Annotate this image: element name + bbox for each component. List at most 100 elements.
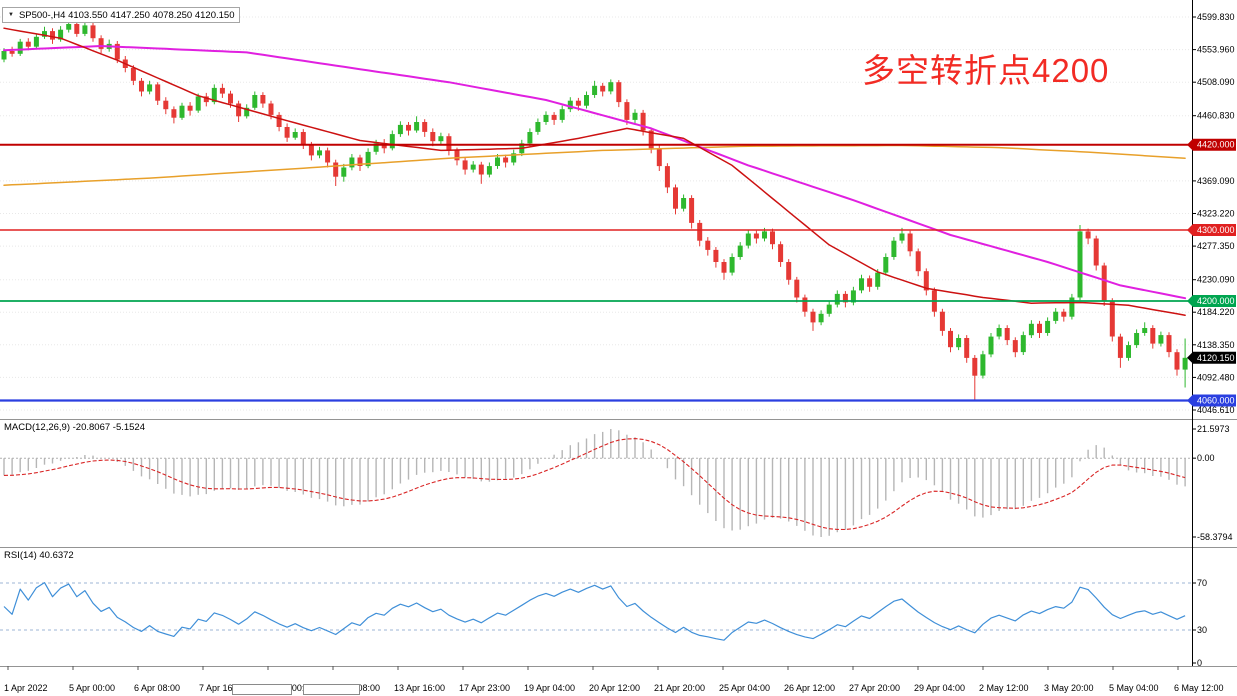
candle-body [430, 132, 436, 142]
candle-body [139, 80, 144, 92]
candle-body [147, 84, 153, 92]
candle-body [1158, 335, 1164, 344]
time-axis-label: 20 Apr 12:00 [589, 683, 640, 693]
price-tag[interactable]: 4120.150 [1187, 351, 1236, 364]
candle-body [1166, 335, 1172, 353]
ma-mid-red [3, 27, 1186, 316]
ma-slow-orange [3, 144, 1186, 186]
time-axis-label: 2 May 12:00 [979, 683, 1029, 693]
price-tag[interactable]: 4300.000 [1187, 224, 1236, 236]
macd-signal-line [3, 438, 1186, 531]
time-axis-label: 3 May 20:00 [1044, 683, 1094, 693]
candle-body [1182, 357, 1188, 370]
candle-body [810, 311, 816, 323]
dropdown-arrow-icon[interactable]: ▼ [8, 12, 14, 18]
price-axis-label: 4046.610 [1197, 405, 1235, 415]
candle-body [907, 233, 913, 252]
candle-body [187, 105, 193, 111]
candle-body [1012, 340, 1018, 353]
candle-body [155, 84, 161, 101]
candle-body [1126, 345, 1131, 358]
price-pane [0, 16, 1191, 411]
candle-body [1004, 328, 1010, 341]
candle-body [1061, 311, 1067, 317]
price-axis-label: 4092.480 [1197, 372, 1235, 382]
candle-body [1142, 328, 1148, 333]
candle-body [794, 279, 800, 298]
candle-body [365, 151, 371, 167]
price-axis-label: 4599.830 [1197, 12, 1235, 22]
candle-body [438, 136, 444, 142]
macd-pane [0, 429, 1192, 537]
price-axis-label: 4138.350 [1197, 340, 1235, 350]
candle-body [770, 231, 775, 245]
candle-body [648, 130, 654, 149]
rsi-axis-label: 70 [1197, 578, 1207, 588]
candle-body [1174, 352, 1180, 370]
candle-body [1037, 323, 1042, 333]
candle-body [25, 41, 31, 47]
candle-body [681, 198, 687, 209]
price-tag-bg [1187, 224, 1236, 236]
candle-body [673, 187, 678, 209]
time-axis-label: 6 Apr 08:00 [134, 683, 180, 693]
price-tag[interactable]: 4060.000 [1187, 394, 1236, 407]
candle-body [551, 114, 557, 120]
price-axis-label: 4184.220 [1197, 307, 1235, 317]
candle-body [1117, 336, 1123, 358]
candle-body [1093, 238, 1099, 266]
price-tag-text: 4300.000 [1197, 225, 1235, 235]
candle-body [1045, 320, 1051, 333]
price-tag[interactable]: 4200.000 [1187, 295, 1236, 307]
candle-body [422, 122, 428, 132]
candle-body [495, 157, 500, 166]
candle-body [58, 29, 64, 40]
candle-body [729, 257, 735, 273]
candle-body [616, 82, 622, 103]
price-tag-text: 4200.000 [1197, 296, 1235, 306]
candle-body [575, 100, 581, 106]
candle-body [584, 95, 589, 106]
candle-body [867, 278, 873, 287]
candle-body [98, 38, 104, 49]
price-axis-label: 4323.220 [1197, 209, 1235, 219]
macd-axis-label: 21.5973 [1197, 424, 1230, 434]
candle-body [503, 157, 509, 163]
time-axis-label: 25 Apr 04:00 [719, 683, 770, 693]
candle-body [567, 100, 573, 110]
candle-body [826, 304, 832, 314]
price-axis-label: 4508.090 [1197, 77, 1235, 87]
candle-body [1028, 323, 1034, 336]
time-axis-label: 1 Apr 2022 [4, 683, 48, 693]
candle-body [244, 107, 250, 117]
time-axis-label: 5 Apr 00:00 [69, 683, 115, 693]
candle-body [818, 313, 824, 323]
price-axis-label: 4460.830 [1197, 111, 1235, 121]
bottom-ui-fragment [232, 684, 292, 695]
candle-body [341, 167, 347, 177]
rsi-pane [0, 581, 1192, 641]
candle-body [713, 249, 719, 262]
price-tag[interactable]: 4420.000 [1187, 138, 1236, 151]
chart-title-box[interactable]: ▼ SP500-,H4 4103.550 4147.250 4078.250 4… [2, 7, 241, 23]
candle-body [42, 31, 47, 37]
candle-body [1085, 231, 1091, 239]
ma-slow-magenta [3, 45, 1187, 300]
candle-body [834, 293, 840, 305]
candle-body [705, 240, 711, 250]
time-axis-label: 13 Apr 16:00 [394, 683, 445, 693]
price-tag-text: 4120.150 [1197, 353, 1235, 363]
candle-body [486, 166, 492, 175]
rsi-axis-label: 30 [1197, 625, 1207, 635]
candle-body [252, 95, 258, 108]
candle-body [1077, 231, 1083, 298]
price-tag-bg [1187, 351, 1236, 364]
candle-body [268, 103, 274, 115]
candle-body [373, 143, 379, 152]
candle-body [899, 233, 905, 241]
candle-body [802, 297, 808, 312]
rsi-axis-label: 0 [1197, 658, 1202, 668]
candle-body [1, 51, 7, 60]
candle-body [891, 240, 897, 257]
